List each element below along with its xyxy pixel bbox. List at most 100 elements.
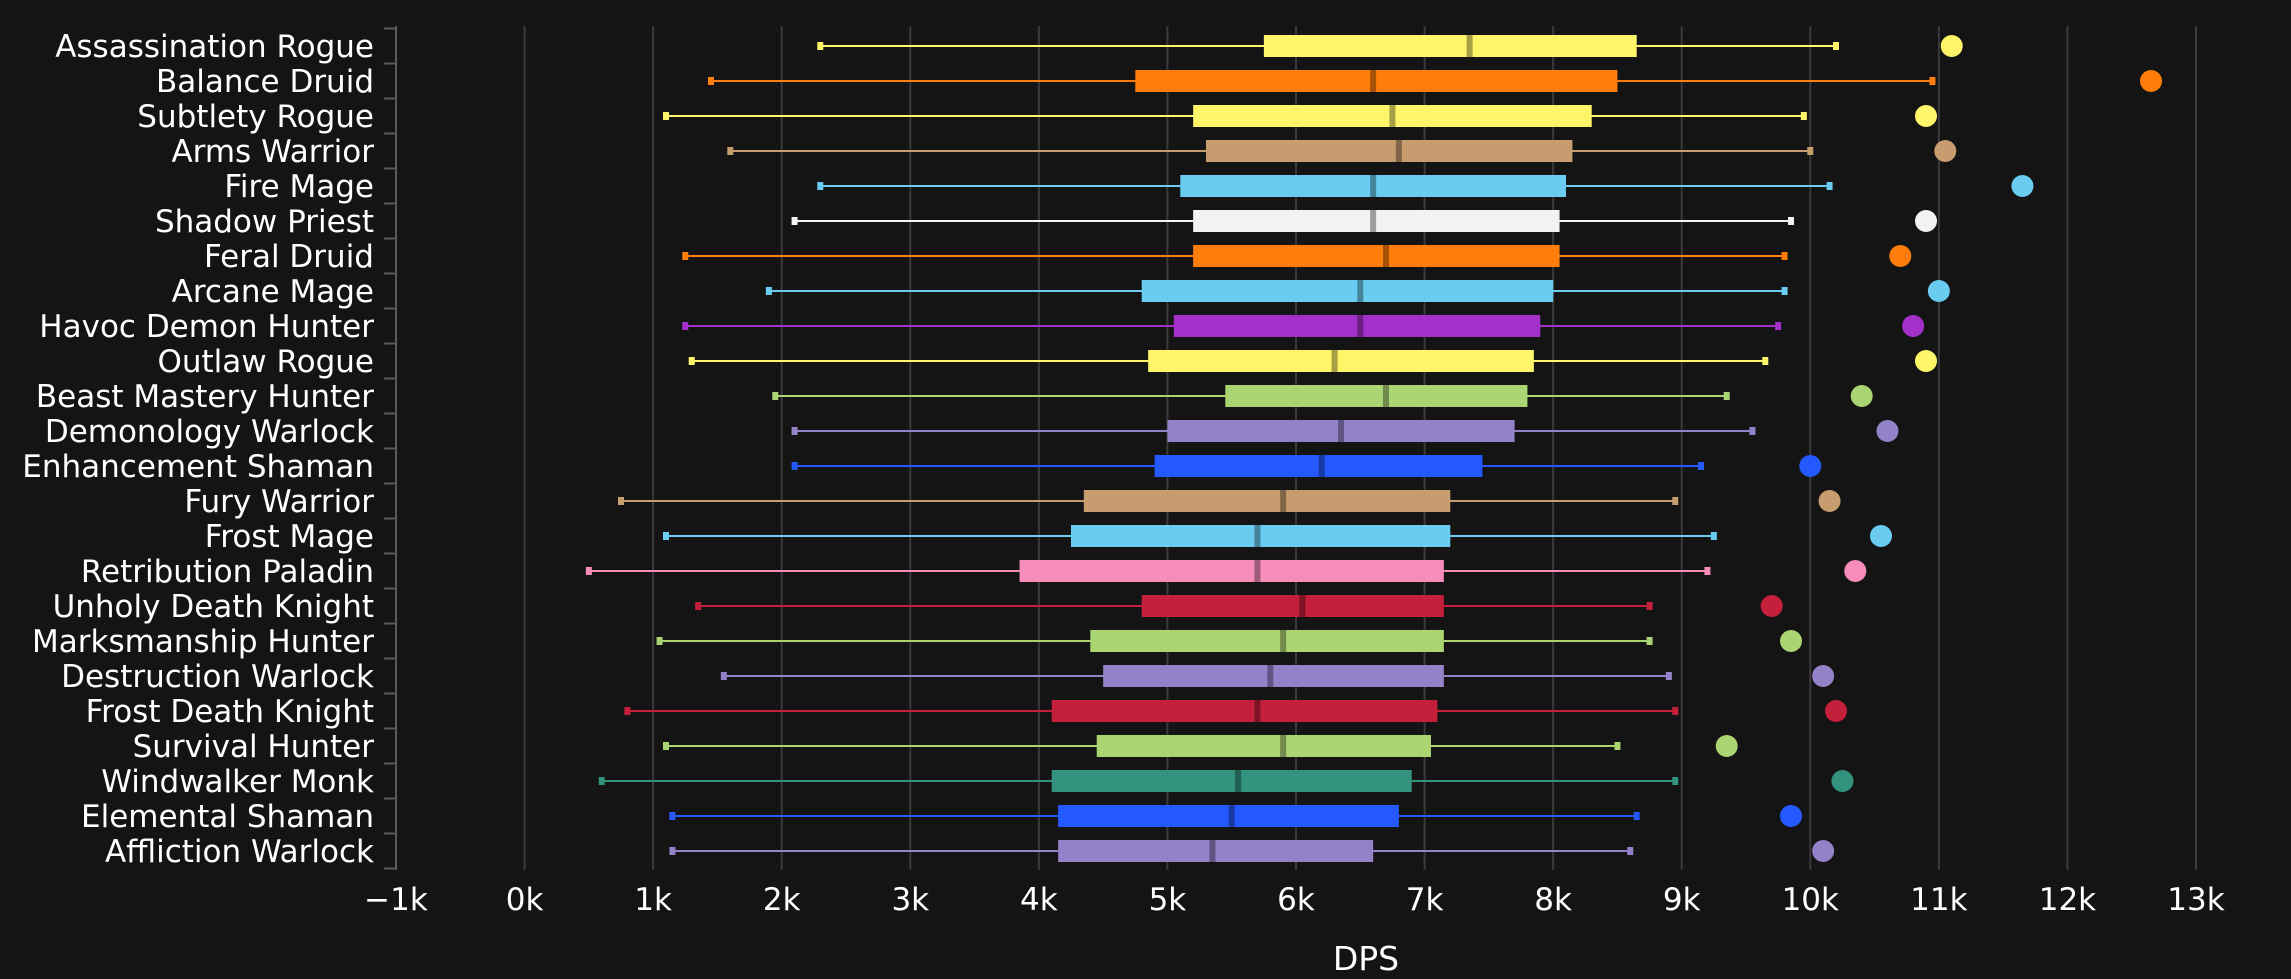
box-row [817, 35, 1963, 57]
x-tick-label: 13k [2167, 882, 2224, 918]
median-marker [1209, 840, 1216, 862]
outlier-point [2140, 70, 2162, 92]
box-row [598, 770, 1854, 792]
category-label: Fire Mage [224, 169, 374, 205]
x-tick-label: 12k [2039, 882, 2096, 918]
median-marker [1395, 140, 1402, 162]
iqr-box [1193, 210, 1560, 232]
category-label: Fury Warrior [184, 484, 374, 520]
category-label: Retribution Paladin [81, 554, 374, 590]
iqr-box [1173, 315, 1541, 337]
iqr-box [1148, 350, 1534, 372]
whisker-max-cap [1672, 777, 1679, 785]
whisker-max-cap [1826, 182, 1833, 190]
box-row [663, 525, 1892, 547]
iqr-box [1071, 525, 1451, 547]
box-row [765, 280, 1950, 302]
whisker-min-cap [585, 567, 592, 575]
outlier-point [1850, 385, 1873, 407]
iqr-box [1019, 560, 1444, 582]
iqr-box [1103, 665, 1444, 687]
box-row [618, 490, 1841, 512]
x-tick-label: −1k [364, 882, 428, 918]
whisker-min-cap [669, 847, 676, 855]
whisker-min-cap [720, 672, 727, 680]
median-marker [1370, 70, 1377, 92]
iqr-box [1225, 385, 1528, 407]
outlier-point [1940, 35, 1963, 57]
outlier-point [1915, 210, 1937, 232]
whisker-min-cap [682, 322, 689, 330]
box-row [624, 700, 1847, 722]
median-marker [1235, 770, 1242, 792]
box-row [791, 210, 1937, 232]
x-tick-label: 7k [1406, 882, 1444, 918]
category-label: Frost Death Knight [86, 694, 374, 730]
box-row [669, 805, 1802, 827]
whisker-min-cap [624, 707, 631, 715]
x-tick-label: 5k [1149, 882, 1187, 918]
whisker-max-cap [1762, 357, 1769, 365]
box-row [669, 840, 1835, 862]
whisker-max-cap [1614, 742, 1621, 750]
iqr-box [1058, 805, 1399, 827]
iqr-box [1051, 770, 1412, 792]
whisker-max-cap [1672, 707, 1679, 715]
box-row [772, 385, 1873, 407]
grid-lines [523, 26, 2197, 870]
median-marker [1280, 490, 1287, 512]
whisker-max-cap [1723, 392, 1730, 400]
outlier-point [1870, 525, 1892, 547]
whisker-min-cap [791, 217, 798, 225]
box-row [585, 560, 1867, 582]
whisker-min-cap [663, 532, 669, 540]
median-marker [1370, 175, 1377, 197]
outlier-point [1818, 490, 1841, 512]
x-tick-label: 11k [1910, 882, 1967, 918]
whisker-min-cap [765, 287, 772, 295]
whisker-max-cap [1929, 77, 1936, 85]
iqr-box [1051, 700, 1438, 722]
iqr-box [1090, 630, 1444, 652]
median-marker [1254, 560, 1261, 582]
whisker-max-cap [1710, 532, 1717, 540]
outlier-point [1915, 350, 1937, 372]
category-label: Balance Druid [156, 64, 374, 100]
whisker-min-cap [598, 777, 605, 785]
x-tick-label: 2k [763, 882, 801, 918]
whisker-min-cap [791, 462, 798, 470]
iqr-box [1154, 455, 1483, 477]
category-label: Enhancement Shaman [22, 449, 374, 485]
category-label: Subtlety Rogue [137, 99, 374, 135]
median-marker [1466, 35, 1473, 57]
category-label: Arcane Mage [172, 274, 374, 310]
median-marker [1357, 315, 1364, 337]
iqr-box [1180, 175, 1566, 197]
box-row [695, 595, 1783, 617]
whisker-min-cap [663, 112, 669, 120]
whisker-min-cap [708, 77, 714, 85]
outlier-point [1844, 560, 1867, 582]
median-marker [1299, 595, 1306, 617]
category-label: Destruction Warlock [61, 659, 374, 695]
median-marker [1318, 455, 1325, 477]
category-label: Assassination Rogue [55, 29, 374, 65]
iqr-box [1096, 735, 1431, 757]
category-label: Arms Warrior [171, 134, 374, 170]
outlier-point [1831, 770, 1854, 792]
outlier-point [1715, 735, 1738, 757]
iqr-box [1058, 840, 1374, 862]
box-row [656, 630, 1802, 652]
whisker-min-cap [772, 392, 779, 400]
median-marker [1383, 385, 1389, 407]
outlier-point [1934, 140, 1957, 162]
median-marker [1280, 630, 1287, 652]
whisker-min-cap [682, 252, 689, 260]
whisker-max-cap [1788, 217, 1794, 225]
median-marker [1254, 525, 1261, 547]
category-label: Marksmanship Hunter [32, 624, 374, 660]
whisker-max-cap [1627, 847, 1634, 855]
x-tick-label: 10k [1782, 882, 1839, 918]
category-label: Demonology Warlock [45, 414, 374, 450]
